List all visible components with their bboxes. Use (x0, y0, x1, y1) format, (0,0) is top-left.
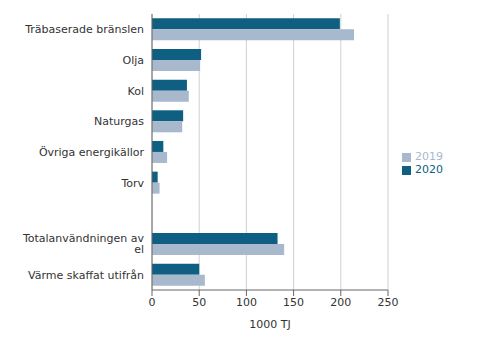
svg-text:Olja: Olja (122, 54, 144, 67)
svg-text:100: 100 (236, 296, 257, 309)
svg-text:250: 250 (378, 296, 399, 309)
svg-text:Kol: Kol (128, 85, 144, 98)
svg-text:150: 150 (283, 296, 304, 309)
svg-text:1000 TJ: 1000 TJ (249, 318, 290, 331)
svg-text:Naturgas: Naturgas (94, 115, 144, 128)
svg-text:0: 0 (149, 296, 156, 309)
svg-text:Övriga energikällor: Övriga energikällor (39, 146, 145, 159)
svg-text:Värme skaffat utifrån: Värme skaffat utifrån (28, 269, 144, 282)
svg-text:50: 50 (192, 296, 206, 309)
html-text:2020: 2020 (415, 163, 443, 176)
svg-text:200: 200 (330, 296, 351, 309)
svg-text:Totalanvändningen avel: Totalanvändningen avel (22, 232, 145, 256)
svg-text:Torv: Torv (120, 177, 144, 190)
html-text:2019: 2019 (415, 150, 443, 163)
svg-text:Träbaserade bränslen: Träbaserade bränslen (24, 23, 144, 36)
